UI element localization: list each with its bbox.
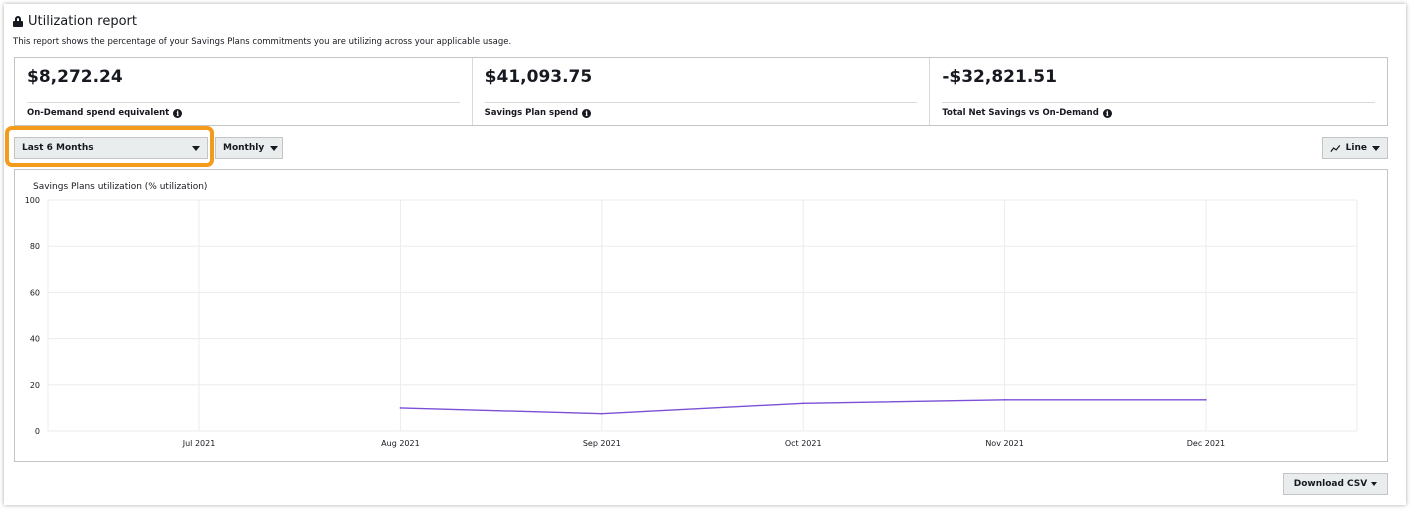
x-tick-label: Dec 2021 [1187, 439, 1225, 448]
savings-plan-label: Savings Plan spend [484, 108, 579, 118]
info-icon[interactable]: i [1102, 108, 1112, 118]
data-point [399, 407, 402, 409]
net-savings-value: -$32,821.51 [942, 67, 1057, 87]
net-savings-label: Total Net Savings vs On-Demand [942, 108, 1099, 118]
x-tick-label: Oct 2021 [785, 439, 822, 448]
caret-down-icon [1371, 482, 1378, 486]
caret-down-icon [192, 145, 200, 151]
summary-card-on-demand: $8,272.24 On-Demand spend equivalent i [15, 58, 472, 125]
date-range-label: Last 6 Months [22, 143, 94, 153]
data-point [601, 412, 603, 415]
data-point [1205, 399, 1207, 401]
chart-title: Savings Plans utilization (% utilization… [33, 182, 207, 192]
report-header: Utilization report [13, 14, 137, 29]
report-subtitle: This report shows the percentage of your… [13, 37, 512, 47]
download-csv-label: Download CSV [1293, 479, 1368, 489]
y-tick-label: 0 [35, 427, 40, 436]
utilization-chart-svg: Savings Plans utilization (% utilization… [25, 182, 1358, 448]
chart-type-dropdown[interactable]: Line [1322, 137, 1388, 159]
y-tick-label: 100 [25, 196, 40, 205]
granularity-label: Monthly [223, 143, 265, 153]
on-demand-value: $8,272.24 [27, 67, 123, 87]
granularity-dropdown[interactable]: Monthly [215, 137, 283, 159]
info-icon[interactable]: i [173, 108, 183, 118]
caret-down-icon [270, 145, 279, 151]
summary-cards: $8,272.24 On-Demand spend equivalent i $4… [14, 57, 1388, 126]
x-tick-label: Jul 2021 [182, 439, 216, 448]
info-icon[interactable]: i [582, 108, 592, 118]
chart-type-label: Line [1345, 143, 1367, 153]
y-tick-label: 20 [30, 381, 40, 390]
summary-card-savings-plan: $41,093.75 Savings Plan spend i [471, 58, 930, 125]
date-range-dropdown[interactable]: Last 6 Months [14, 137, 208, 159]
summary-card-net-savings: -$32,821.51 Total Net Savings vs On-Dema… [929, 58, 1387, 125]
x-tick-label: Aug 2021 [381, 439, 420, 448]
x-tick-label: Nov 2021 [985, 439, 1024, 448]
data-point [1003, 399, 1006, 401]
x-tick-label: Sep 2021 [583, 439, 621, 448]
y-tick-label: 40 [30, 335, 40, 344]
on-demand-label: On-Demand spend equivalent [27, 108, 170, 118]
data-point [802, 402, 804, 405]
highlight-outline [5, 126, 214, 167]
savings-plan-value: $41,093.75 [484, 67, 593, 87]
report-title: Utilization report [28, 14, 137, 29]
caret-down-icon [1372, 145, 1380, 151]
utilization-chart: Savings Plans utilization (% utilization… [14, 169, 1388, 462]
utilization-report-panel [4, 4, 1406, 505]
y-tick-label: 80 [30, 242, 40, 251]
y-tick-label: 60 [30, 288, 40, 297]
line-chart-icon [1330, 144, 1341, 152]
download-csv-button[interactable]: Download CSV [1283, 473, 1388, 495]
lock-icon [13, 16, 23, 27]
